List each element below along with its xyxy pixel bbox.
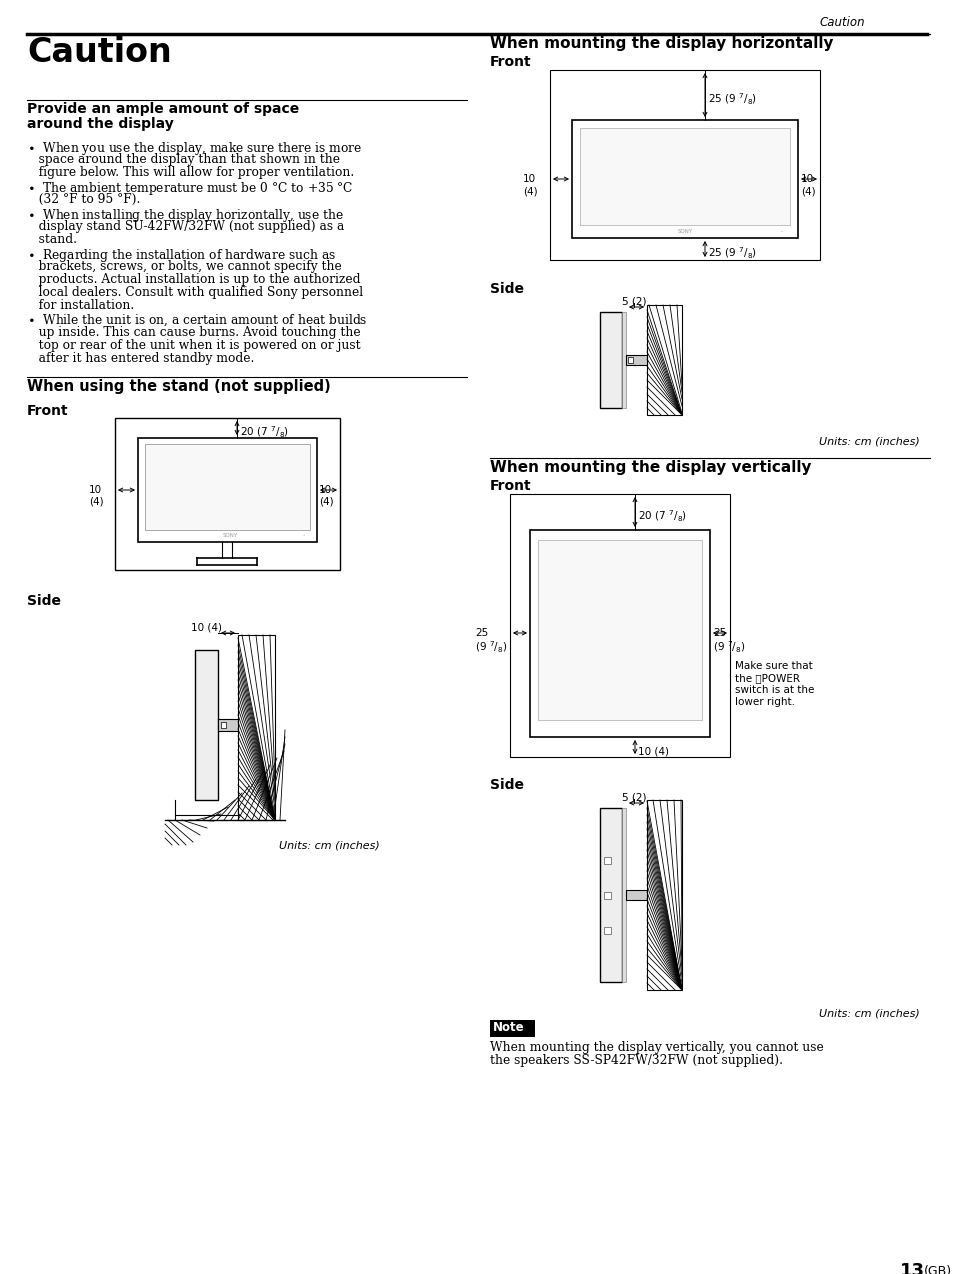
Text: (4): (4): [89, 497, 104, 507]
Text: top or rear of the unit when it is powered on or just: top or rear of the unit when it is power…: [27, 339, 360, 352]
Bar: [621, 312, 625, 408]
Text: the ⓞPOWER: the ⓞPOWER: [734, 673, 800, 683]
Text: Front: Front: [490, 55, 531, 69]
Text: 20 (7 $\mathregular{^7/_8}$): 20 (7 $\mathregular{^7/_8}$): [638, 508, 686, 524]
Text: Front: Front: [27, 404, 69, 418]
Text: Side: Side: [490, 778, 523, 792]
Bar: [510, 494, 729, 757]
Text: (9 $\mathregular{^7/_8}$): (9 $\mathregular{^7/_8}$): [712, 640, 745, 655]
Text: Caution: Caution: [820, 17, 864, 29]
Bar: [599, 808, 621, 982]
Text: around the display: around the display: [27, 117, 173, 131]
Bar: [237, 634, 274, 820]
Text: Front: Front: [490, 479, 531, 493]
Text: (4): (4): [522, 186, 537, 196]
Text: 10 (4): 10 (4): [638, 747, 668, 755]
Text: 10: 10: [318, 485, 332, 496]
Bar: [145, 445, 310, 530]
Bar: [550, 70, 820, 260]
Text: products. Actual installation is up to the authorized: products. Actual installation is up to t…: [27, 273, 360, 285]
Text: (32 °F to 95 °F).: (32 °F to 95 °F).: [27, 192, 140, 206]
Bar: [572, 120, 797, 238]
Bar: [621, 808, 625, 982]
Text: $\bullet$  While the unit is on, a certain amount of heat builds: $\bullet$ While the unit is on, a certai…: [27, 313, 367, 329]
Bar: [599, 312, 621, 408]
Text: $\bullet$  Regarding the installation of hardware such as: $\bullet$ Regarding the installation of …: [27, 247, 335, 264]
Text: $\bullet$  When you use the display, make sure there is more: $\bullet$ When you use the display, make…: [27, 140, 362, 157]
Bar: [138, 438, 316, 541]
Text: (4): (4): [318, 497, 334, 507]
Text: 25: 25: [712, 628, 725, 638]
Text: 10: 10: [522, 175, 536, 183]
Text: Caution: Caution: [27, 36, 172, 69]
Text: figure below. This will allow for proper ventilation.: figure below. This will allow for proper…: [27, 166, 354, 180]
Text: 25 (9 $\mathregular{^7/_8}$): 25 (9 $\mathregular{^7/_8}$): [707, 92, 757, 107]
Text: after it has entered standby mode.: after it has entered standby mode.: [27, 352, 254, 364]
Text: (GB): (GB): [923, 1265, 951, 1274]
Bar: [603, 926, 610, 934]
Bar: [625, 891, 646, 899]
Text: 13: 13: [899, 1263, 924, 1274]
Text: Provide an ample amount of space: Provide an ample amount of space: [27, 102, 299, 116]
Text: When mounting the display vertically, you cannot use: When mounting the display vertically, yo…: [490, 1041, 822, 1054]
Text: 25 (9 $\mathregular{^7/_8}$): 25 (9 $\mathregular{^7/_8}$): [707, 246, 757, 261]
Text: 25: 25: [475, 628, 488, 638]
Text: up inside. This can cause burns. Avoid touching the: up inside. This can cause burns. Avoid t…: [27, 326, 360, 339]
Bar: [218, 719, 237, 731]
Bar: [221, 722, 226, 727]
Text: When using the stand (not supplied): When using the stand (not supplied): [27, 378, 331, 394]
Bar: [625, 355, 646, 364]
Bar: [537, 540, 701, 720]
Bar: [194, 650, 218, 800]
Text: switch is at the: switch is at the: [734, 685, 814, 696]
Text: for installation.: for installation.: [27, 299, 134, 312]
Text: Units: cm (inches): Units: cm (inches): [279, 840, 379, 850]
Text: brackets, screws, or bolts, we cannot specify the: brackets, screws, or bolts, we cannot sp…: [27, 260, 341, 273]
Text: (9 $\mathregular{^7/_8}$): (9 $\mathregular{^7/_8}$): [475, 640, 507, 655]
Text: SONY: SONY: [222, 533, 237, 538]
Text: When mounting the display horizontally: When mounting the display horizontally: [490, 36, 833, 51]
Text: lower right.: lower right.: [734, 697, 794, 707]
Text: Side: Side: [490, 282, 523, 296]
Text: ··: ··: [780, 229, 782, 234]
Text: Units: cm (inches): Units: cm (inches): [819, 1008, 919, 1018]
Text: display stand SU-42FW/32FW (not supplied) as a: display stand SU-42FW/32FW (not supplied…: [27, 220, 344, 233]
Text: 10 (4): 10 (4): [192, 623, 222, 633]
Bar: [646, 800, 681, 990]
Bar: [579, 127, 789, 225]
Bar: [490, 1020, 535, 1037]
Bar: [646, 304, 681, 415]
Text: Units: cm (inches): Units: cm (inches): [819, 436, 919, 446]
Bar: [530, 530, 709, 736]
Text: local dealers. Consult with qualified Sony personnel: local dealers. Consult with qualified So…: [27, 285, 363, 299]
Text: 5 (2): 5 (2): [621, 297, 645, 307]
Bar: [603, 857, 610, 864]
Text: Side: Side: [27, 594, 61, 608]
Text: 5 (2): 5 (2): [621, 792, 645, 803]
Text: $\bullet$  The ambient temperature must be 0 °C to +35 °C: $\bullet$ The ambient temperature must b…: [27, 180, 353, 197]
Text: 20 (7 $\mathregular{^7/_8}$): 20 (7 $\mathregular{^7/_8}$): [240, 424, 289, 440]
Text: the speakers SS-SP42FW/32FW (not supplied).: the speakers SS-SP42FW/32FW (not supplie…: [490, 1054, 782, 1068]
Text: $\bullet$  When installing the display horizontally, use the: $\bullet$ When installing the display ho…: [27, 206, 343, 224]
Text: (4): (4): [801, 186, 815, 196]
Text: 10: 10: [801, 175, 813, 183]
Bar: [115, 418, 339, 569]
Text: Note: Note: [493, 1020, 524, 1034]
Text: Make sure that: Make sure that: [734, 661, 812, 671]
Text: When mounting the display vertically: When mounting the display vertically: [490, 460, 811, 475]
Bar: [627, 357, 633, 363]
Text: stand.: stand.: [27, 233, 77, 246]
Text: ··: ··: [302, 533, 305, 538]
Text: SONY: SONY: [678, 229, 693, 234]
Text: space around the display than that shown in the: space around the display than that shown…: [27, 153, 339, 166]
Text: 10: 10: [89, 485, 102, 496]
Bar: [603, 892, 610, 899]
